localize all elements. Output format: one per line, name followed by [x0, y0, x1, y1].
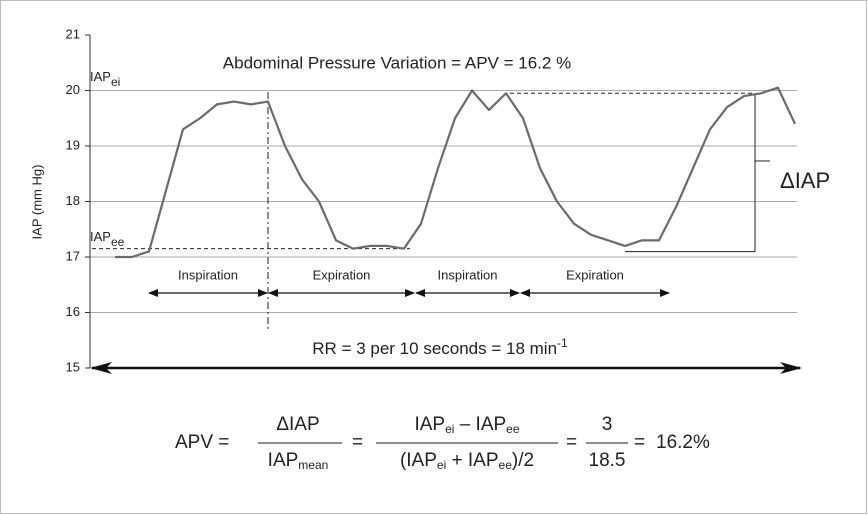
- label-sub: ee: [111, 235, 125, 249]
- headline: Abdominal Pressure Variation = APV = 16.…: [223, 53, 571, 72]
- phase-label: Inspiration: [438, 267, 498, 282]
- formula-lhs: APV =: [175, 432, 229, 453]
- y-tick-label: 17: [66, 248, 80, 263]
- frac-num: 3: [602, 414, 613, 435]
- y-tick-label: 18: [66, 193, 80, 208]
- t: ei: [445, 422, 454, 436]
- rr-sup: -1: [557, 336, 568, 350]
- iap-ei-label: IAPei: [90, 69, 120, 89]
- phase-label: Expiration: [566, 267, 624, 282]
- t: )/2: [512, 450, 534, 471]
- frac-den: 18.5: [589, 450, 626, 471]
- y-tick-label: 19: [66, 137, 80, 152]
- pressure-line: [115, 86, 796, 259]
- delta-label: ΔIAP: [780, 168, 830, 193]
- y-tick-label: 16: [66, 304, 80, 319]
- phase-label: Expiration: [313, 267, 371, 282]
- y-tick-label: 20: [66, 82, 80, 97]
- t: ee: [499, 458, 513, 472]
- result: 16.2%: [656, 432, 710, 453]
- phase-label: Inspiration: [178, 267, 238, 282]
- frac-num: IAPei – IAPee: [414, 414, 519, 436]
- y-axis-label: IAP (mm Hg): [29, 165, 44, 240]
- y-tick-label: 21: [66, 26, 80, 41]
- label-text: IAP: [90, 69, 111, 84]
- rr-text: RR = 3 per 10 seconds = 18 min: [312, 339, 557, 358]
- t: (IAP: [400, 450, 437, 471]
- frac-num: ΔIAP: [276, 414, 319, 435]
- label-sub: ei: [111, 75, 120, 89]
- den-sub: mean: [298, 458, 328, 472]
- frac-den: (IAPei + IAPee)/2: [400, 450, 534, 472]
- equals: =: [566, 432, 577, 453]
- t: ei: [437, 458, 446, 472]
- t: ee: [506, 422, 520, 436]
- y-tick-label: 15: [66, 359, 80, 374]
- iap-ee-label: IAPee: [90, 229, 125, 249]
- equals: =: [352, 432, 363, 453]
- rr-label: RR = 3 per 10 seconds = 18 min-1: [312, 336, 568, 358]
- equals: =: [634, 432, 645, 453]
- label-text: IAP: [90, 229, 111, 244]
- t: – IAP: [454, 414, 506, 435]
- t: + IAP: [446, 450, 498, 471]
- den-text: IAP: [268, 450, 299, 471]
- t: IAP: [414, 414, 445, 435]
- frac-den: IAPmean: [268, 450, 329, 472]
